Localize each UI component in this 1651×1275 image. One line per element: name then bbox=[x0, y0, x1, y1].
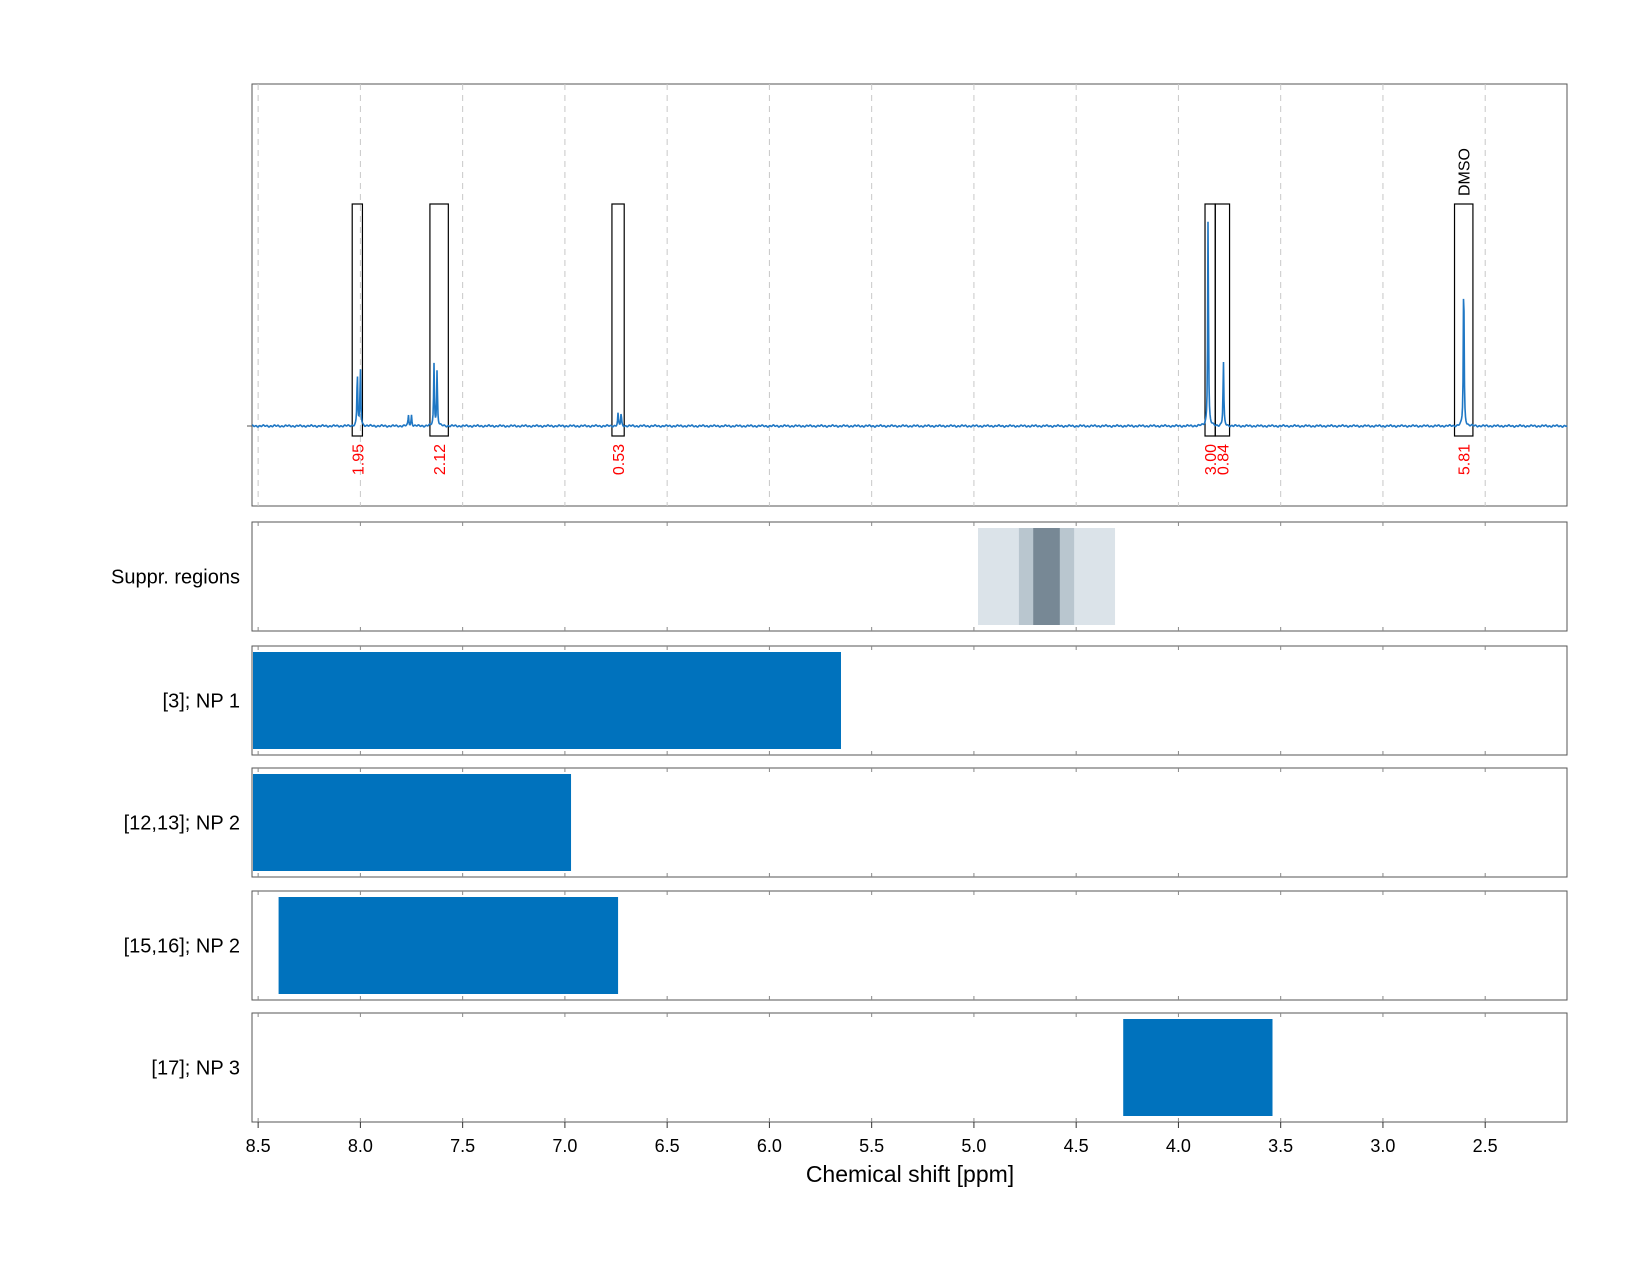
track-panels: Suppr. regions [3]; NP 1 [12,13]; NP 2 [15,… bbox=[111, 521, 1568, 1123]
integration-box-5 bbox=[1214, 203, 1231, 437]
integration-box-1 bbox=[351, 203, 364, 437]
x-tick-label: 3.0 bbox=[1370, 1136, 1395, 1156]
integration-label-2: 2.12 bbox=[432, 444, 449, 475]
x-tick-label: 8.0 bbox=[348, 1136, 373, 1156]
x-tick-label: 7.0 bbox=[552, 1136, 577, 1156]
track-3-np-1: [3]; NP 1 bbox=[163, 645, 1568, 756]
x-axis-label: Chemical shift [ppm] bbox=[806, 1161, 1014, 1187]
track-frame bbox=[251, 521, 1568, 632]
track-bar bbox=[253, 774, 572, 871]
x-tick-label: 2.5 bbox=[1473, 1136, 1498, 1156]
integration-label-1: 1.95 bbox=[350, 444, 367, 475]
track-12-13-np-2: [12,13]; NP 2 bbox=[124, 767, 1568, 878]
track-label: [12,13]; NP 2 bbox=[124, 813, 240, 835]
integration-box-3 bbox=[611, 203, 625, 437]
x-tick-label: 6.0 bbox=[757, 1136, 782, 1156]
x-tick-label: 8.5 bbox=[246, 1136, 271, 1156]
integration-box-2 bbox=[429, 203, 449, 437]
track-bar bbox=[1123, 1019, 1273, 1116]
track-label: Suppr. regions bbox=[111, 567, 240, 589]
spectrum-trace bbox=[252, 221, 1568, 429]
track-frame bbox=[251, 1012, 1568, 1123]
integration-box-6 bbox=[1453, 203, 1474, 437]
x-tick-label: 5.5 bbox=[859, 1136, 884, 1156]
spectrum-frame bbox=[251, 83, 1568, 507]
x-tick-label: 5.0 bbox=[961, 1136, 986, 1156]
x-axis: 8.5 8.0 7.5 7.0 6.5 6.0 5.5 5.0 4.5 4.0 3.5 3.0 2.5 bbox=[246, 1122, 1498, 1156]
integration-label-3: 0.53 bbox=[611, 444, 628, 475]
x-tick-label: 6.5 bbox=[655, 1136, 680, 1156]
track-label: [15,16]; NP 2 bbox=[124, 936, 240, 958]
x-tick-label: 3.5 bbox=[1268, 1136, 1293, 1156]
track-label: [3]; NP 1 bbox=[163, 691, 240, 713]
track-bar bbox=[278, 897, 619, 994]
x-tick-label: 4.0 bbox=[1166, 1136, 1191, 1156]
track-bar bbox=[253, 652, 841, 749]
suppression-region-3 bbox=[1033, 528, 1060, 625]
track-label: [17]; NP 3 bbox=[151, 1058, 240, 1080]
track-suppr-regions: Suppr. regions bbox=[111, 521, 1568, 632]
integration-label-6: 5.81 bbox=[1457, 444, 1474, 475]
peak-annotation-dmso: DMSO bbox=[1457, 148, 1474, 196]
x-tick-label: 7.5 bbox=[450, 1136, 475, 1156]
x-tick-label: 4.5 bbox=[1064, 1136, 1089, 1156]
spectrum-panel: 1.95 2.12 0.53 3.000.84 5.81 DMSO bbox=[247, 83, 1568, 507]
track-17-np-3: [17]; NP 3 bbox=[151, 1012, 1568, 1123]
integration-label-4: 3.00 bbox=[1203, 444, 1220, 475]
track-15-16-np-2: [15,16]; NP 2 bbox=[124, 890, 1568, 1001]
integration-label-5: 0.84 bbox=[1215, 444, 1232, 475]
